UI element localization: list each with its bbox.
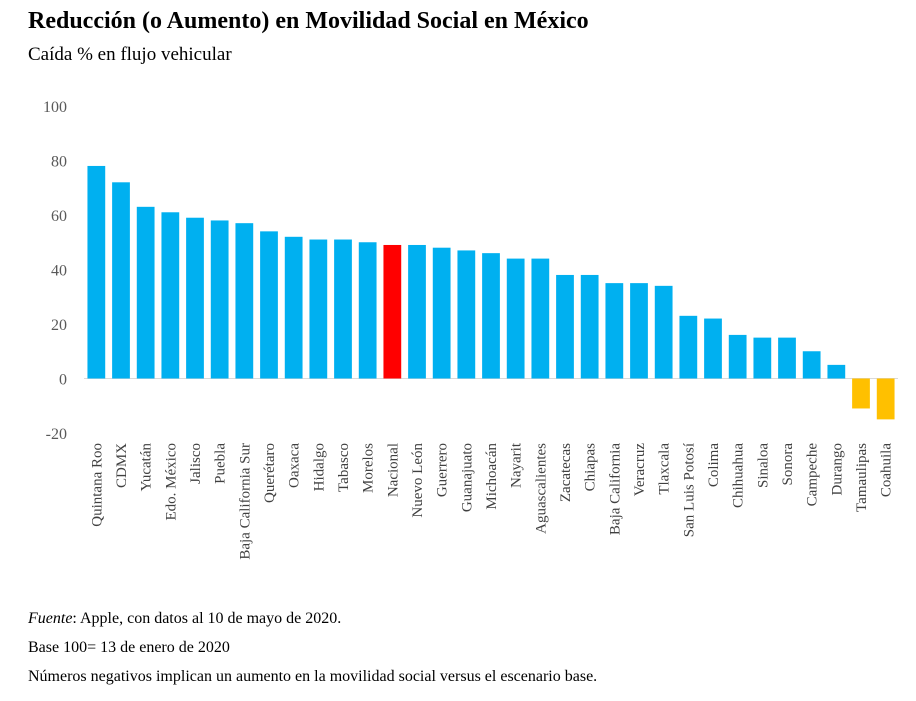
bar: [235, 223, 254, 379]
y-tick-label: 40: [51, 263, 67, 280]
x-tick-label: Querétaro: [262, 443, 278, 503]
bar: [556, 274, 574, 379]
x-tick-label: Oaxaca: [287, 443, 303, 488]
bar: [506, 258, 525, 379]
y-tick-label: 80: [51, 154, 67, 171]
x-tick-label: Hidalgo: [311, 443, 327, 491]
bar: [753, 337, 772, 379]
x-tick-label: Nayarit: [509, 442, 525, 488]
bar: [654, 285, 673, 379]
source-note: Fuente: Apple, con datos al 10 de mayo d…: [28, 604, 597, 633]
bar: [309, 239, 328, 379]
bar: [284, 236, 303, 379]
source-label: Fuente: [28, 610, 73, 627]
x-tick-label: Guerrero: [435, 443, 451, 497]
bar: [605, 283, 624, 379]
bar: [260, 231, 278, 379]
x-tick-label: Sinaloa: [755, 443, 771, 488]
bar: [531, 258, 550, 379]
x-tick-label: Chiapas: [583, 443, 599, 491]
bar: [136, 206, 155, 379]
x-tick-label: Yucatán: [139, 443, 155, 492]
x-tick-label: Nacional: [385, 443, 401, 497]
bar: [827, 364, 846, 379]
x-tick-label: Zacatecas: [558, 443, 574, 502]
bar: [408, 244, 426, 379]
bar: [704, 318, 722, 379]
bar: [457, 250, 476, 379]
bar: [210, 220, 229, 379]
x-tick-label: Coahuila: [879, 443, 895, 497]
x-tick-label: Sonora: [780, 443, 796, 486]
bar: [358, 242, 377, 379]
bar: [186, 217, 204, 379]
bar: [161, 212, 180, 379]
x-tick-label: Quintana Roo: [89, 443, 105, 527]
bar: [728, 334, 747, 379]
x-tick-label: CDMX: [114, 443, 130, 488]
bar: [580, 274, 599, 379]
bar: [852, 378, 870, 409]
y-tick-label: 60: [51, 208, 67, 225]
bar: [802, 351, 821, 379]
x-tick-label: Edo. México: [163, 443, 179, 520]
bar: [876, 378, 895, 420]
x-tick-label: Tamaulipas: [854, 443, 870, 512]
x-tick-label: Aguascalientes: [533, 443, 549, 534]
x-tick-label: Morelos: [361, 443, 377, 493]
y-tick-label: -20: [46, 426, 67, 443]
bar: [482, 253, 500, 379]
x-tick-label: Baja California Sur: [237, 443, 253, 560]
x-tick-label: Nuevo León: [410, 443, 426, 518]
source-text: : Apple, con datos al 10 de mayo de 2020…: [72, 610, 342, 627]
chart-subtitle: Caída % en flujo vehicular: [28, 44, 232, 65]
bar: [630, 283, 648, 379]
bar: [383, 244, 402, 379]
x-tick-label: Tlaxcala: [657, 443, 673, 495]
chart-title: Reducción (o Aumento) en Movilidad Socia…: [28, 8, 589, 34]
x-tick-label: Guanajuato: [459, 443, 475, 512]
base-note: Base 100= 13 de enero de 2020: [28, 639, 230, 656]
x-tick-label: Veracruz: [632, 443, 648, 497]
x-tick-label: Tabasco: [336, 443, 352, 492]
y-tick-label: 0: [59, 372, 67, 389]
bar: [334, 239, 352, 379]
x-tick-label: Baja California: [607, 443, 623, 535]
x-tick-label: San Luis Potosí: [681, 443, 697, 537]
x-tick-label: Campeche: [805, 443, 821, 507]
x-tick-label: Colima: [706, 443, 722, 488]
x-tick-label: Puebla: [213, 443, 229, 484]
bar: [87, 165, 106, 379]
y-tick-label: 20: [51, 317, 67, 334]
bar-chart: 100 80 60 40 20 0 -20 Quintana Roo CDMX Yucatán Ed…: [43, 99, 898, 560]
bar: [112, 182, 130, 379]
bar: [778, 337, 796, 379]
x-tick-label: Durango: [829, 443, 845, 496]
x-tick-label: Jalisco: [188, 443, 204, 484]
chart-notes: Fuente: Apple, con datos al 10 de mayo d…: [28, 604, 597, 691]
x-tick-label: Chihuahua: [731, 443, 747, 508]
y-tick-label: 100: [43, 99, 67, 116]
bar: [432, 247, 451, 379]
x-tick-label: Michoacán: [484, 443, 500, 510]
negative-note: Números negativos implican un aumento en…: [28, 668, 598, 685]
bar: [679, 315, 698, 379]
